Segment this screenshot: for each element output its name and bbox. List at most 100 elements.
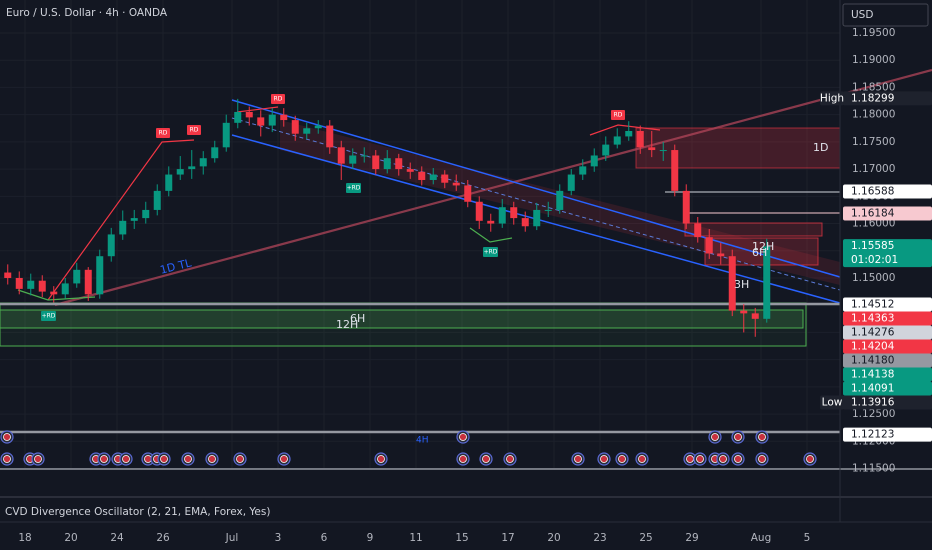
candle-body	[222, 122, 230, 148]
candle-body	[510, 207, 518, 219]
candle-body	[682, 190, 690, 224]
candle-body	[429, 174, 437, 180]
candle-body	[130, 218, 138, 221]
candle-body	[671, 150, 679, 191]
price-label-tag-box	[820, 91, 844, 106]
price-label-tag-box	[820, 395, 844, 410]
candle-body	[245, 111, 253, 118]
zone-label: 12H	[752, 240, 774, 253]
price-label-box	[843, 91, 932, 106]
currency-button[interactable]	[842, 3, 929, 27]
currency-label: USD	[851, 9, 873, 21]
candle-body	[15, 277, 23, 289]
indicator-title: CVD Divergence Oscillator (2, 21, EMA, F…	[5, 506, 270, 518]
event-icon-inner	[3, 455, 11, 463]
signals: RD RD RD RD +RD +RD +RD	[41, 94, 625, 321]
y-tick-label: 1.19500	[852, 27, 895, 39]
candle-body	[211, 147, 219, 159]
candle-body	[360, 155, 368, 157]
supply-zone	[684, 222, 823, 237]
event-icon-inner	[618, 455, 626, 463]
zone-label: 12H	[336, 318, 358, 331]
candle-body	[280, 114, 288, 121]
event-icon-inner	[377, 455, 385, 463]
divergence-line	[469, 227, 513, 243]
x-tick-label: 25	[639, 532, 652, 544]
candle-body	[383, 158, 391, 170]
x-tick-label: 17	[501, 532, 514, 544]
signal-box	[611, 110, 625, 120]
price-label-box	[843, 395, 932, 410]
price-label-box	[843, 367, 932, 382]
supply-zone-1d	[635, 127, 841, 169]
x-tick-label: 3	[275, 532, 282, 544]
level-label: 4H	[416, 436, 429, 446]
x-tick-label: 11	[409, 532, 422, 544]
signal-label: +RD	[42, 313, 56, 320]
candle-body	[257, 117, 265, 126]
divergence-line	[589, 124, 661, 136]
candle-body	[544, 209, 552, 211]
y-tick-label: 1.17000	[852, 163, 895, 175]
candle-body	[337, 147, 345, 164]
candle-body	[61, 283, 69, 295]
price-label-box	[843, 381, 932, 396]
demand-zone-inner	[0, 309, 804, 329]
x-tick-label: 6	[321, 532, 328, 544]
candle-body	[717, 253, 725, 257]
signal-box	[271, 94, 285, 104]
event-icon-inner	[236, 455, 244, 463]
event-icon-inner	[208, 455, 216, 463]
price-label: 1.15585	[851, 240, 894, 252]
candle-body	[314, 125, 322, 129]
candle-body	[27, 280, 35, 289]
price-label: 1.14276	[851, 327, 895, 339]
candle-body	[475, 201, 483, 221]
divergence-line	[47, 139, 195, 301]
event-icon-inner	[160, 455, 168, 463]
y-tick-label: 1.18000	[852, 109, 895, 121]
candle-body	[38, 280, 46, 292]
event-icon-inner	[574, 455, 582, 463]
candle-body	[326, 125, 334, 148]
candle-body	[579, 166, 587, 175]
candle-body	[234, 111, 242, 123]
event-icon-inner	[280, 455, 288, 463]
y-tick-label: 1.16000	[852, 218, 895, 230]
price-label-box	[843, 239, 932, 268]
x-tick-label: 9	[367, 532, 374, 544]
candle-body	[303, 128, 311, 134]
event-icon-inner	[482, 455, 490, 463]
candle-body	[740, 310, 748, 314]
candle-body	[487, 220, 495, 224]
event-icon-inner	[184, 455, 192, 463]
x-tick-label: 5	[804, 532, 811, 544]
price-label-box	[843, 325, 932, 340]
price-label: 1.14204	[851, 341, 895, 353]
candle-body	[50, 291, 58, 295]
candle-body	[763, 246, 771, 319]
x-tick-label: 29	[685, 532, 698, 544]
candle-body	[142, 209, 150, 219]
price-label: 1.14180	[851, 355, 894, 367]
signal-label: +RD	[347, 185, 361, 192]
time-axis: 18 20 24 26 Jul 3 6 9 11 15 17 20 23 25 29 Aug 5	[18, 532, 810, 544]
signal-box	[346, 183, 361, 193]
event-icon-inner	[638, 455, 646, 463]
candle-body	[590, 155, 598, 167]
candle-body	[96, 256, 104, 295]
candle-body	[176, 169, 184, 175]
candle-body	[4, 272, 12, 278]
candle-body	[268, 114, 276, 126]
signal-label: RD	[614, 112, 623, 119]
candle-body	[188, 166, 196, 170]
zone-label: 3H	[734, 278, 749, 291]
event-icon-inner	[711, 433, 719, 441]
price-label: 1.18299	[851, 92, 894, 104]
price-label: 1.14138	[851, 369, 894, 381]
price-label: 1.14512	[851, 299, 894, 311]
event-icon-inner	[506, 455, 514, 463]
candle-body	[659, 150, 667, 152]
event-icon-inner	[34, 455, 42, 463]
candle-body	[153, 190, 161, 210]
